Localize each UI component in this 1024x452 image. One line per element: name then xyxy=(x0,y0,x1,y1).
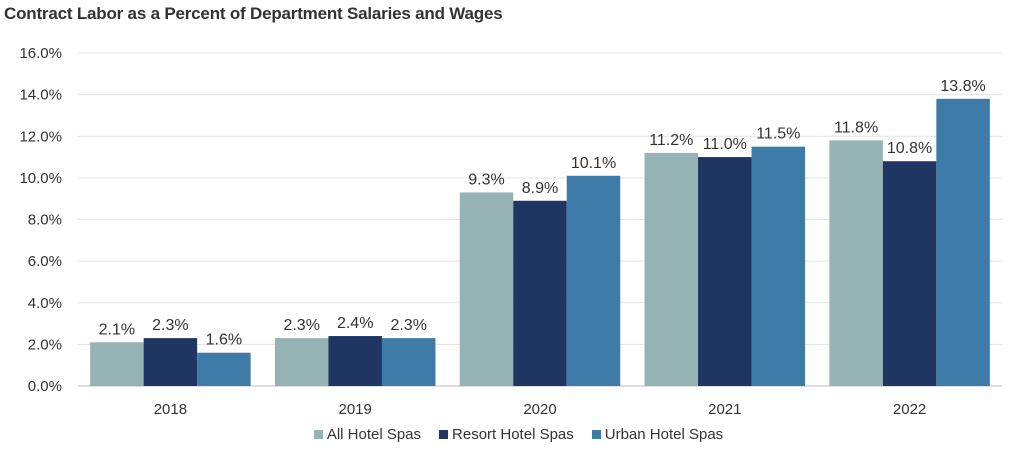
data-label: 2.3% xyxy=(152,317,188,334)
legend: All Hotel Spas Resort Hotel Spas Urban Hot… xyxy=(0,426,1024,443)
legend-label: All Hotel Spas xyxy=(326,426,422,443)
legend-swatch xyxy=(439,430,449,439)
x-tick-label: 2018 xyxy=(154,401,187,418)
y-tick-label: 14.0% xyxy=(19,87,62,104)
y-tick-label: 8.0% xyxy=(28,212,62,229)
legend-label: Resort Hotel Spas xyxy=(452,426,574,443)
x-tick-label: 2019 xyxy=(339,401,372,418)
data-label: 13.8% xyxy=(940,78,985,95)
bar-all-hotel-spas xyxy=(459,192,514,386)
legend-item: Resort Hotel Spas xyxy=(439,426,574,443)
bar-urban-hotel-spas xyxy=(197,352,251,386)
legend-swatch xyxy=(591,430,601,439)
y-tick-label: 10.0% xyxy=(19,170,62,187)
bar-all-hotel-spas xyxy=(644,152,699,386)
bar-resort-hotel-spas xyxy=(882,161,937,386)
data-label: 2.3% xyxy=(390,317,426,334)
bar-urban-hotel-spas xyxy=(751,146,806,386)
data-label: 10.1% xyxy=(571,155,616,172)
data-label: 8.9% xyxy=(522,180,558,197)
y-tick-label: 12.0% xyxy=(19,128,62,145)
legend-label: Urban Hotel Spas xyxy=(604,426,724,443)
y-tick-label: 0.0% xyxy=(28,378,62,395)
data-label: 2.3% xyxy=(283,317,319,334)
data-label: 11.5% xyxy=(756,126,800,143)
legend-item: Urban Hotel Spas xyxy=(591,426,724,443)
y-tick-label: 6.0% xyxy=(28,253,62,270)
data-label: 2.1% xyxy=(99,321,135,338)
bar-all-hotel-spas xyxy=(829,140,883,386)
data-label: 1.6% xyxy=(206,332,242,349)
data-label: 2.4% xyxy=(337,315,373,332)
x-tick-label: 2022 xyxy=(893,401,926,418)
bar-resort-hotel-spas xyxy=(328,336,382,386)
legend-swatch xyxy=(313,430,323,439)
data-label: 11.0% xyxy=(703,136,747,153)
chart-title: Contract Labor as a Percent of Departmen… xyxy=(4,4,503,23)
y-tick-label: 2.0% xyxy=(28,336,62,353)
x-tick-label: 2020 xyxy=(523,401,556,418)
data-label: 10.8% xyxy=(887,140,932,157)
bar-resort-hotel-spas xyxy=(513,200,567,386)
bar-urban-hotel-spas xyxy=(381,338,436,386)
y-tick-label: 4.0% xyxy=(28,295,62,312)
bar-resort-hotel-spas xyxy=(698,157,752,386)
x-tick-label: 2021 xyxy=(708,401,741,418)
y-tick-label: 16.0% xyxy=(19,45,62,62)
bar-all-hotel-spas xyxy=(274,338,329,386)
bar-resort-hotel-spas xyxy=(143,338,198,386)
bar-urban-hotel-spas xyxy=(566,175,621,386)
data-label: 9.3% xyxy=(468,171,504,188)
legend-item: All Hotel Spas xyxy=(313,426,422,443)
bar-urban-hotel-spas xyxy=(936,98,990,386)
bar-all-hotel-spas xyxy=(90,342,144,386)
data-label: 11.8% xyxy=(834,119,878,136)
data-label: 11.2% xyxy=(649,132,693,149)
